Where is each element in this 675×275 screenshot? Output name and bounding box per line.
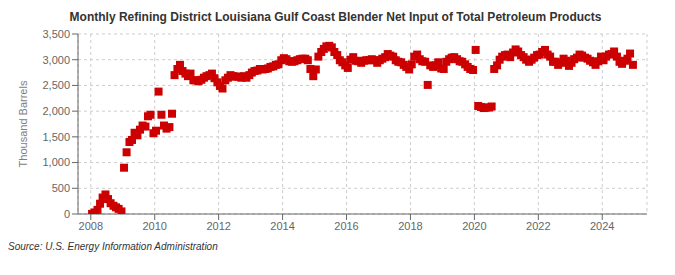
html-text:Source: U.S. Energy Informatio: Source: U.S. Energy Information Administ…	[8, 241, 218, 252]
svg-text:1,000: 1,000	[42, 156, 70, 168]
svg-text:2008: 2008	[79, 220, 103, 232]
svg-text:0: 0	[64, 208, 70, 220]
svg-text:2,000: 2,000	[42, 105, 70, 117]
svg-text:1,500: 1,500	[42, 131, 70, 143]
svg-text:2020: 2020	[462, 220, 486, 232]
svg-text:2022: 2022	[526, 220, 550, 232]
svg-text:3,500: 3,500	[42, 28, 70, 40]
html-text:Monthly Refining District Loui: Monthly Refining District Louisiana Gulf…	[69, 10, 602, 24]
svg-text:2012: 2012	[206, 220, 230, 232]
svg-text:2010: 2010	[142, 220, 166, 232]
svg-text:Thousand Barrels: Thousand Barrels	[17, 80, 29, 167]
svg-text:2024: 2024	[590, 220, 614, 232]
svg-text:3,000: 3,000	[42, 54, 70, 66]
svg-text:500: 500	[52, 182, 70, 194]
svg-text:2,500: 2,500	[42, 79, 70, 91]
svg-text:2014: 2014	[270, 220, 294, 232]
svg-text:2018: 2018	[398, 220, 422, 232]
svg-text:2016: 2016	[334, 220, 358, 232]
